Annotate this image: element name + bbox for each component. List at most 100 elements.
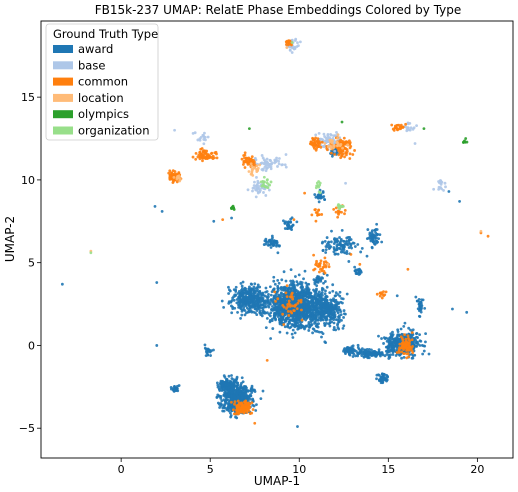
point-base — [258, 190, 261, 194]
point-award — [285, 331, 289, 335]
point-award — [329, 240, 333, 244]
point-location — [250, 164, 254, 168]
point-award — [326, 245, 329, 249]
point-award — [307, 308, 311, 312]
point-award — [296, 327, 300, 331]
point-award — [369, 237, 373, 241]
point-award — [302, 277, 305, 281]
legend-swatch-organization — [53, 126, 73, 135]
point-organization — [261, 183, 265, 187]
x-tick-label: 0 — [118, 463, 125, 476]
point-award — [254, 409, 258, 412]
point-award — [252, 292, 256, 296]
point-base — [274, 160, 278, 164]
point-olympics — [340, 120, 344, 124]
point-organization — [266, 186, 270, 190]
point-award — [271, 309, 275, 312]
point-common — [244, 405, 248, 409]
point-common — [313, 143, 317, 147]
point-award — [325, 295, 329, 299]
point-common — [191, 155, 195, 159]
point-award — [377, 348, 381, 352]
point-award — [277, 309, 281, 312]
point-award — [339, 313, 343, 317]
point-award — [243, 288, 246, 292]
point-award — [348, 346, 352, 350]
point-award — [209, 354, 212, 357]
legend-label-common: common — [78, 75, 128, 89]
point-award — [289, 268, 293, 272]
point-common — [397, 127, 401, 131]
point-award — [288, 318, 292, 322]
point-award — [290, 332, 294, 336]
point-award — [299, 286, 303, 289]
point-award — [312, 327, 316, 331]
point-award — [321, 315, 325, 319]
point-award — [358, 350, 362, 354]
point-award — [390, 337, 394, 340]
point-award — [447, 190, 451, 193]
point-award — [314, 299, 318, 302]
point-base — [262, 191, 265, 194]
point-award — [279, 294, 283, 298]
point-award — [218, 382, 222, 385]
point-base — [254, 195, 258, 199]
point-award — [338, 316, 341, 319]
point-common — [246, 406, 250, 410]
point-award — [229, 411, 232, 415]
point-award — [249, 388, 253, 392]
point-award — [237, 295, 240, 299]
point-award — [335, 309, 339, 313]
x-axis-label: UMAP-1 — [254, 474, 300, 488]
point-award — [352, 352, 356, 356]
point-award — [303, 325, 307, 329]
point-award — [289, 279, 293, 283]
point-base — [284, 153, 288, 156]
point-award — [303, 302, 307, 306]
point-award — [229, 300, 233, 304]
point-award — [375, 222, 379, 226]
point-award — [380, 351, 384, 354]
point-award — [177, 384, 181, 387]
point-common — [336, 211, 340, 215]
point-common — [194, 152, 198, 155]
point-award — [346, 235, 350, 239]
point-award — [256, 283, 260, 287]
point-award — [385, 379, 388, 383]
point-base — [294, 37, 298, 41]
point-award — [233, 396, 237, 400]
point-common — [265, 358, 269, 362]
point-award — [255, 309, 259, 312]
point-award — [261, 307, 265, 310]
point-award — [333, 252, 337, 256]
point-award — [336, 318, 339, 322]
point-award — [382, 342, 385, 345]
point-award — [370, 348, 373, 352]
point-award — [424, 332, 427, 336]
point-award — [375, 228, 379, 231]
point-award — [307, 329, 311, 332]
point-award — [409, 335, 413, 339]
point-award — [377, 350, 381, 354]
point-award — [317, 322, 320, 325]
point-award — [206, 353, 210, 357]
point-common — [236, 399, 240, 403]
point-base — [276, 165, 279, 168]
point-award — [324, 289, 327, 293]
point-common — [336, 215, 340, 219]
point-olympics — [422, 127, 426, 130]
point-olympics — [231, 204, 235, 208]
point-common — [287, 314, 291, 317]
point-award — [333, 315, 337, 319]
point-award — [375, 373, 379, 377]
point-base — [196, 138, 200, 142]
point-common — [320, 140, 324, 144]
point-award — [259, 303, 263, 307]
point-award — [365, 237, 369, 241]
point-common — [235, 406, 239, 410]
point-award — [351, 347, 355, 350]
point-award — [332, 326, 336, 329]
point-award — [310, 305, 314, 309]
point-award — [415, 332, 418, 336]
point-award — [316, 276, 320, 279]
